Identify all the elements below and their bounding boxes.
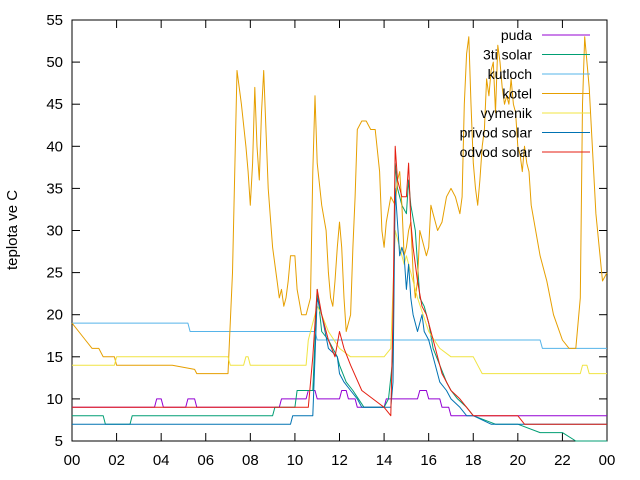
series-line-kutloch (72, 322, 607, 349)
y-tick-label: 15 (46, 349, 63, 366)
x-tick-label: 02 (108, 452, 125, 469)
legend: puda 3ti solar kutloch kotel vymenik privod s… (460, 27, 590, 160)
legend-label: odvod solar (460, 144, 533, 160)
y-tick-label: 50 (46, 54, 63, 71)
y-tick-label: 40 (46, 138, 63, 155)
series-line-odvod-solar (72, 145, 607, 425)
legend-label: kotel (502, 86, 532, 102)
legend-label: kutloch (488, 66, 532, 82)
y-tick-label: 35 (46, 180, 63, 197)
series-line-puda (72, 390, 607, 417)
y-axis-ticks: 5 10 15 20 25 30 35 40 45 50 55 (46, 12, 607, 450)
legend-label: puda (501, 27, 532, 43)
legend-label: vymenik (481, 105, 533, 121)
legend-label: privod solar (460, 125, 533, 141)
y-tick-label: 20 (46, 307, 63, 324)
x-tick-label: 12 (331, 452, 348, 469)
x-tick-label: 16 (420, 452, 437, 469)
x-tick-label: 10 (287, 452, 304, 469)
x-tick-label: 14 (376, 452, 393, 469)
x-tick-label: 04 (153, 452, 170, 469)
legend-label: 3ti solar (483, 47, 532, 63)
series-line-privod-solar (72, 187, 607, 425)
y-tick-label: 10 (46, 391, 63, 408)
x-axis-ticks: 00 02 04 06 08 10 12 14 16 18 20 22 00 (64, 20, 616, 469)
axes (71, 19, 608, 442)
series-line-vymenik (72, 230, 607, 375)
series-layer (71, 36, 608, 442)
y-axis-label: teplota ve C (4, 190, 21, 270)
x-tick-label: 08 (242, 452, 259, 469)
x-tick-label: 06 (197, 452, 214, 469)
x-tick-label: 00 (599, 452, 616, 469)
x-tick-label: 20 (509, 452, 526, 469)
y-tick-label: 45 (46, 96, 63, 113)
x-tick-label: 18 (465, 452, 482, 469)
y-tick-label: 5 (55, 433, 63, 450)
plot-frame (71, 19, 608, 442)
y-tick-label: 25 (46, 265, 63, 282)
x-tick-label: 00 (64, 452, 81, 469)
y-tick-label: 30 (46, 223, 63, 240)
x-tick-label: 22 (554, 452, 571, 469)
y-tick-label: 55 (46, 12, 63, 29)
